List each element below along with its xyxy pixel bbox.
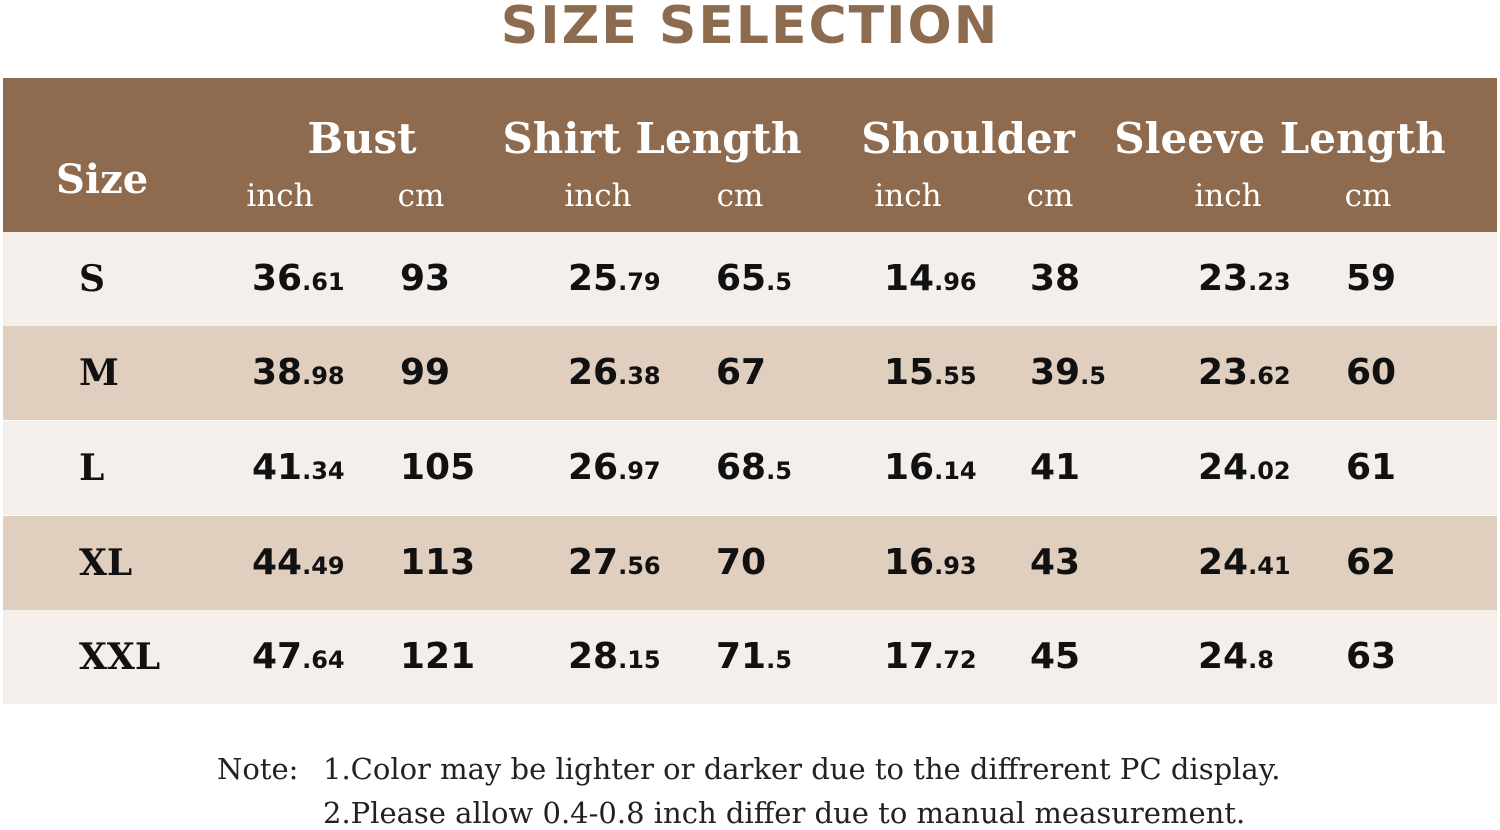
measurement-cell: 27.56 [568, 542, 661, 583]
unit-label: inch [1194, 178, 1262, 214]
size-cell: L [79, 447, 105, 489]
measurement-cell: 47.64 [252, 636, 345, 677]
unit-label: cm [1026, 178, 1074, 214]
measurement-cell: 43 [1030, 542, 1081, 583]
table-header: Size Bust Shirt Length Shoulder Sleeve L… [3, 78, 1497, 232]
shoulder-header: Shoulder [861, 114, 1075, 163]
size-cell: M [79, 352, 119, 394]
measurement-cell: 113 [400, 542, 476, 583]
measurement-cell: 39.5 [1030, 352, 1106, 393]
measurement-cell: 38.98 [252, 352, 345, 393]
measurement-cell: 71.5 [716, 636, 792, 677]
unit-label: cm [1344, 178, 1392, 214]
measurement-cell: 25.79 [568, 258, 661, 299]
note-label: Note: [217, 752, 299, 786]
size-cell: XL [79, 542, 133, 584]
measurement-cell: 68.5 [716, 447, 792, 488]
measurement-cell: 16.14 [884, 447, 977, 488]
measurement-cell: 41.34 [252, 447, 345, 488]
measurement-cell: 26.38 [568, 352, 661, 393]
measurement-cell: 59 [1346, 258, 1397, 299]
note-line-1: 1.Color may be lighter or darker due to … [323, 752, 1281, 786]
measurement-cell: 24.41 [1198, 542, 1291, 583]
measurement-cell: 70 [716, 542, 767, 583]
size-chart-table: Size Bust Shirt Length Shoulder Sleeve L… [3, 78, 1497, 705]
size-cell: XXL [79, 636, 161, 678]
table-row: XXL 47.64 121 28.15 71.5 17.72 45 24.8 63 [3, 610, 1497, 704]
measurement-cell: 14.96 [884, 258, 977, 299]
measurement-cell: 93 [400, 258, 451, 299]
measurement-cell: 28.15 [568, 636, 661, 677]
sleeve-length-header: Sleeve Length [1114, 114, 1446, 163]
measurement-cell: 23.62 [1198, 352, 1291, 393]
measurement-cell: 60 [1346, 352, 1397, 393]
unit-label: cm [716, 178, 764, 214]
measurement-cell: 23.23 [1198, 258, 1291, 299]
measurement-cell: 65.5 [716, 258, 792, 299]
table-row: XL 44.49 113 27.56 70 16.93 43 24.41 62 [3, 516, 1497, 610]
unit-label: inch [874, 178, 942, 214]
measurement-cell: 61 [1346, 447, 1397, 488]
table-row: S 36.61 93 25.79 65.5 14.96 38 23.23 59 [3, 232, 1497, 326]
size-column-header: Size [56, 156, 149, 203]
shirt-length-header: Shirt Length [502, 114, 802, 163]
measurement-cell: 62 [1346, 542, 1397, 583]
unit-label: inch [564, 178, 632, 214]
table-row: L 41.34 105 26.97 68.5 16.14 41 24.02 61 [3, 421, 1497, 515]
measurement-cell: 36.61 [252, 258, 345, 299]
measurement-cell: 105 [400, 447, 476, 488]
page-title: SIZE SELECTION [500, 0, 1000, 56]
measurement-cell: 99 [400, 352, 451, 393]
table-row: M 38.98 99 26.38 67 15.55 39.5 23.62 60 [3, 326, 1497, 420]
measurement-cell: 121 [400, 636, 476, 677]
measurement-cell: 17.72 [884, 636, 977, 677]
size-cell: S [79, 258, 105, 300]
measurement-cell: 26.97 [568, 447, 661, 488]
measurement-cell: 67 [716, 352, 767, 393]
measurement-cell: 16.93 [884, 542, 977, 583]
measurement-cell: 24.02 [1198, 447, 1291, 488]
note-line-2: 2.Please allow 0.4-0.8 inch differ due t… [323, 796, 1246, 830]
measurement-cell: 45 [1030, 636, 1081, 677]
measurement-cell: 24.8 [1198, 636, 1274, 677]
measurement-cell: 15.55 [884, 352, 977, 393]
measurement-cell: 63 [1346, 636, 1397, 677]
unit-label: inch [246, 178, 314, 214]
bust-header: Bust [307, 114, 417, 163]
unit-label: cm [397, 178, 445, 214]
measurement-cell: 41 [1030, 447, 1081, 488]
measurement-cell: 44.49 [252, 542, 345, 583]
measurement-cell: 38 [1030, 258, 1081, 299]
